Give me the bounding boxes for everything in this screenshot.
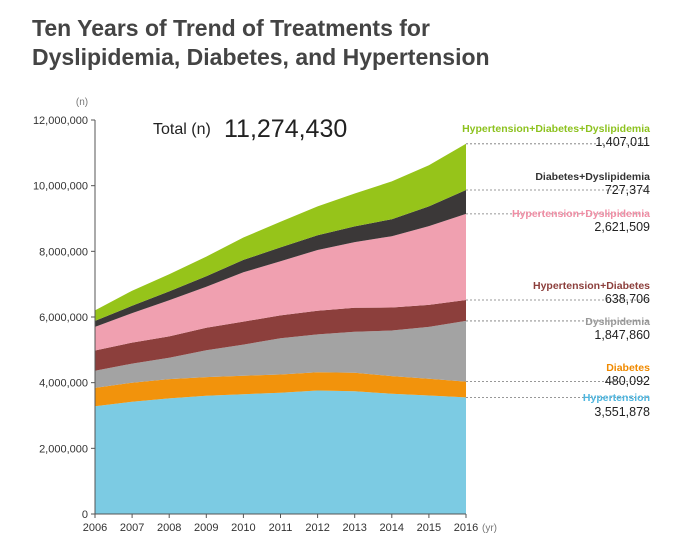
chart-title: Ten Years of Trend of Treatments for Dys… xyxy=(32,14,490,72)
series-name: Hypertension+Diabetes xyxy=(533,280,650,292)
x-tick-label: 2008 xyxy=(157,522,181,534)
x-tick-label: 2016 xyxy=(454,522,478,534)
series-name: Diabetes+Dyslipidemia xyxy=(535,171,650,183)
series-value: 2,621,509 xyxy=(594,220,650,234)
y-tick-label: 10,000,000 xyxy=(33,181,88,193)
series-name: Diabetes xyxy=(606,362,650,374)
series-name: Hypertension+Dyslipidemia xyxy=(512,208,650,220)
y-axis-ticks: 0 2,000,000 4,000,000 6,000,000 8,000,000 10,… xyxy=(33,115,95,521)
label-hypertension-diabetes-dyslipidemia: Hypertension+Diabetes+Dyslipidemia1,407,… xyxy=(462,123,650,149)
series-value: 727,374 xyxy=(605,183,650,197)
x-tick-label: 2012 xyxy=(305,522,329,534)
x-tick-label: 2006 xyxy=(83,522,107,534)
x-tick-label: 2014 xyxy=(380,522,404,534)
chart-title-line-2: Dyslipidemia, Diabetes, and Hypertension xyxy=(32,44,490,70)
y-tick-label: 6,000,000 xyxy=(39,312,88,324)
axes-group: 0 2,000,000 4,000,000 6,000,000 8,000,000 10,… xyxy=(33,97,497,534)
y-tick-label: 4,000,000 xyxy=(39,378,88,390)
series-value: 3,551,878 xyxy=(594,405,650,419)
series-value: 638,706 xyxy=(605,292,650,306)
area-diabetes xyxy=(95,372,466,407)
total-label: Total (n) xyxy=(153,121,211,138)
area-hypertension-diabetes-dyslipidemia xyxy=(95,143,466,321)
series-value: 1,847,860 xyxy=(594,328,650,342)
y-tick-label: 0 xyxy=(82,509,88,521)
area-hypertension xyxy=(95,390,466,514)
x-axis-ticks: 2006 2007 2008 2009 2010 2011 2012 2013 2014 2015… xyxy=(83,514,478,534)
series-value: 1,407,011 xyxy=(595,135,650,149)
x-tick-label: 2011 xyxy=(269,522,293,534)
y-tick-label: 8,000,000 xyxy=(39,246,88,258)
x-axis-unit: (yr) xyxy=(482,523,497,534)
total-annotation: Total (n) 11,274,430 xyxy=(153,115,347,143)
x-tick-label: 2015 xyxy=(417,522,441,534)
y-tick-label: 2,000,000 xyxy=(39,443,88,455)
area-dyslipidemia xyxy=(95,320,466,388)
y-axis-unit: (n) xyxy=(76,97,88,108)
area-hypertension-diabetes xyxy=(95,300,466,371)
total-value: 11,274,430 xyxy=(224,115,347,143)
series-value: 480,092 xyxy=(605,374,650,388)
area-hypertension-dyslipidemia xyxy=(95,213,466,351)
x-tick-label: 2013 xyxy=(342,522,366,534)
series-labels: Hypertension+Diabetes+Dyslipidemia1,407,… xyxy=(462,123,650,419)
series-name: Hypertension+Diabetes+Dyslipidemia xyxy=(462,123,650,135)
series-name: Dyslipidemia xyxy=(585,316,650,328)
area-series-group xyxy=(95,143,466,514)
series-name: Hypertension xyxy=(583,392,650,404)
chart-title-line-1: Ten Years of Trend of Treatments for xyxy=(32,15,430,41)
x-tick-label: 2010 xyxy=(231,522,255,534)
x-tick-label: 2007 xyxy=(120,522,144,534)
x-tick-label: 2009 xyxy=(194,522,218,534)
area-diabetes-dyslipidemia xyxy=(95,190,466,327)
y-tick-label: 12,000,000 xyxy=(33,115,88,127)
